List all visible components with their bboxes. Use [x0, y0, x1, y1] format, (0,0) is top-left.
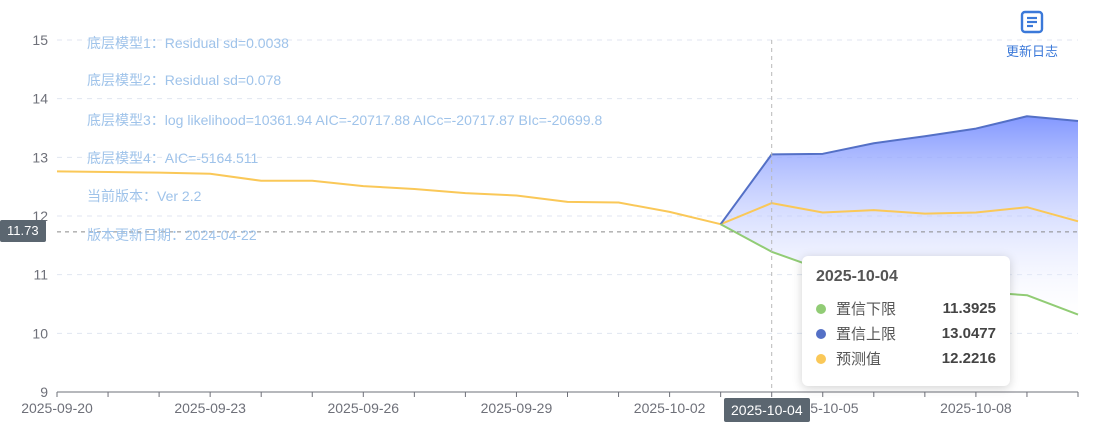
series-line	[56, 170, 1079, 226]
x-tick-label: 2025-09-29	[481, 400, 553, 416]
info-line: 底层模型2：Residual sd=0.078	[87, 72, 282, 88]
tooltip-date: 2025-10-04	[816, 268, 898, 285]
x-tick-label: 2025-09-20	[21, 400, 93, 416]
info-line: 底层模型1：Residual sd=0.0038	[87, 35, 289, 51]
y-tick-label: 9	[40, 384, 48, 400]
legend-dot-icon	[816, 353, 826, 364]
y-tick-label: 13	[32, 149, 48, 165]
tooltip-row: 置信上限 13.0477	[816, 321, 996, 346]
tooltip-series-name: 置信上限	[836, 326, 897, 343]
x-tick-label: 2025-09-23	[174, 400, 246, 416]
changelog-label: 更新日志	[1005, 44, 1058, 59]
info-line: 底层模型3：log likelihood=10361.94 AIC=-20717…	[87, 112, 603, 128]
y-tick-label: 14	[32, 91, 48, 107]
x-axis-pointer-label: 2025-10-04	[724, 398, 810, 422]
chart-tooltip: 2025-10-04 置信下限 11.3925 置信上限 13.0477 预测值 12.2…	[802, 256, 1010, 386]
y-tick-label: 15	[32, 32, 48, 48]
info-line: 底层模型4：AIC=-5164.511	[87, 150, 259, 166]
tooltip-row: 置信下限 11.3925	[816, 296, 996, 321]
tooltip-series-value: 11.3925	[942, 300, 996, 317]
tooltip-series-value: 13.0477	[941, 325, 996, 342]
x-tick-label: 2025-09-26	[327, 400, 399, 416]
changelog-button[interactable]: 更新日志	[1000, 10, 1064, 60]
y-tick-label: 11	[33, 267, 48, 283]
tooltip-row: 预测值 12.2216	[816, 346, 996, 371]
x-tick-label: 2025-10-08	[940, 400, 1012, 416]
legend-dot-icon	[816, 328, 826, 339]
series-line	[719, 115, 1079, 225]
document-icon	[1020, 10, 1044, 34]
y-tick-label: 10	[32, 325, 48, 341]
info-line: 版本更新日期：2024-04-22	[87, 227, 257, 243]
x-tick-label: 2025-10-02	[634, 400, 706, 416]
tooltip-series-name: 置信下限	[836, 301, 897, 318]
legend-dot-icon	[816, 303, 826, 314]
info-line: 当前版本：Ver 2.2	[87, 188, 202, 204]
y-axis-pointer-label: 11.73	[0, 220, 46, 242]
tooltip-series-name: 预测值	[836, 351, 882, 368]
tooltip-series-value: 12.2216	[941, 350, 996, 367]
